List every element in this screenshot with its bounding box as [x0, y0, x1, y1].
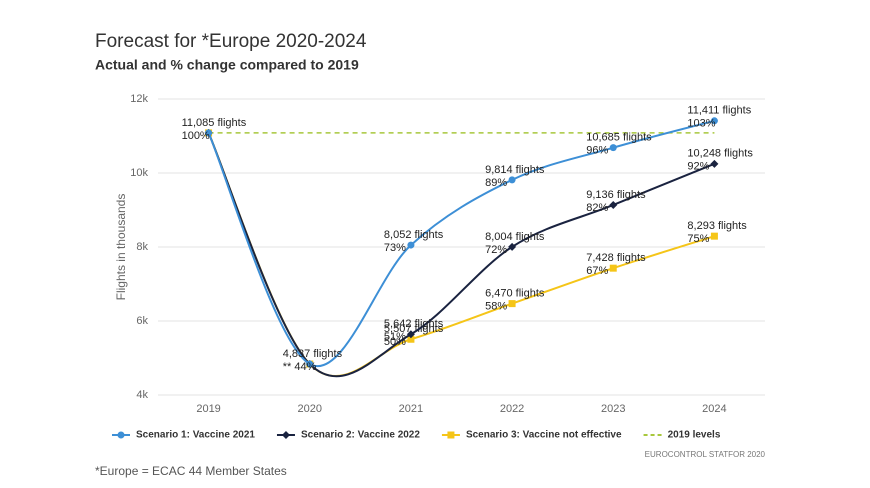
- data-label: 11,085 flights: [182, 117, 247, 129]
- point: [205, 129, 213, 137]
- point: [406, 330, 415, 339]
- data-label: 6,470 flights: [485, 288, 545, 300]
- data-label: 5,642 flights: [384, 318, 444, 330]
- x-tick-label: 2024: [702, 403, 726, 415]
- x-tick-label: 2021: [399, 403, 423, 415]
- legend-marker: [447, 431, 455, 439]
- percent-label: 72%: [485, 244, 507, 256]
- data-label: 5,507 flights: [384, 323, 444, 335]
- percent-label: 103%: [687, 118, 715, 130]
- point: [609, 144, 617, 152]
- data-label: 10,685 flights: [586, 132, 652, 144]
- data-label: 7,428 flights: [586, 252, 646, 264]
- point: [306, 360, 314, 368]
- x-tick-label: 2020: [298, 403, 322, 415]
- chart-subtitle: Actual and % change compared to 2019: [95, 57, 359, 73]
- x-tick-label: 2023: [601, 403, 625, 415]
- data-label: 4,837 flights: [283, 348, 343, 360]
- point: [710, 117, 718, 125]
- data-label: 8,052 flights: [384, 229, 444, 241]
- point: [710, 232, 718, 240]
- y-tick-label: 4k: [136, 389, 148, 401]
- legend-marker: [117, 431, 125, 439]
- percent-label: 96%: [586, 145, 608, 157]
- y-tick-label: 6k: [136, 315, 148, 327]
- chart-title: Forecast for *Europe 2020-2024: [95, 31, 367, 52]
- percent-label: 50%: [384, 336, 406, 348]
- point: [508, 300, 516, 308]
- point: [407, 241, 415, 249]
- percent-label: 82%: [586, 202, 608, 214]
- percent-label: 73%: [384, 242, 406, 254]
- x-tick-label: 2022: [500, 403, 524, 415]
- point: [407, 335, 415, 343]
- data-label: 9,136 flights: [586, 189, 646, 201]
- point: [609, 264, 617, 272]
- point: [508, 176, 516, 184]
- data-label: 11,411 flights: [687, 105, 751, 117]
- legend-label: Scenario 1: Vaccine 2021: [136, 430, 255, 441]
- legend-marker: [281, 431, 290, 439]
- y-axis-label: Flights in thousands: [114, 194, 128, 301]
- data-label: 8,293 flights: [687, 220, 747, 232]
- data-label: 9,814 flights: [485, 164, 545, 176]
- legend-label: 2019 levels: [668, 430, 721, 441]
- percent-label: 58%: [485, 301, 507, 313]
- y-tick-label: 12k: [130, 93, 148, 105]
- y-tick-label: 10k: [130, 167, 148, 179]
- y-tick-label: 8k: [136, 241, 148, 253]
- legend-label: Scenario 3: Vaccine not effective: [466, 430, 622, 441]
- percent-label: 92%: [687, 161, 709, 173]
- percent-label: 51%: [384, 331, 406, 343]
- percent-label: 67%: [586, 265, 608, 277]
- point: [609, 200, 618, 209]
- point: [710, 159, 719, 168]
- footnote: *Europe = ECAC 44 Member States: [95, 464, 287, 478]
- source: EUROCONTROL STATFOR 2020: [645, 450, 766, 459]
- point: [508, 242, 517, 251]
- x-tick-label: 2019: [196, 403, 220, 415]
- data-label: 10,248 flights: [687, 148, 753, 160]
- legend-label: Scenario 2: Vaccine 2022: [301, 430, 420, 441]
- data-label: 8,004 flights: [485, 231, 545, 243]
- percent-label: 100%: [182, 130, 210, 142]
- percent-label: 89%: [485, 177, 507, 189]
- percent-label: ** 44%: [283, 361, 317, 373]
- percent-label: 75%: [687, 233, 709, 245]
- series-line: [207, 119, 715, 368]
